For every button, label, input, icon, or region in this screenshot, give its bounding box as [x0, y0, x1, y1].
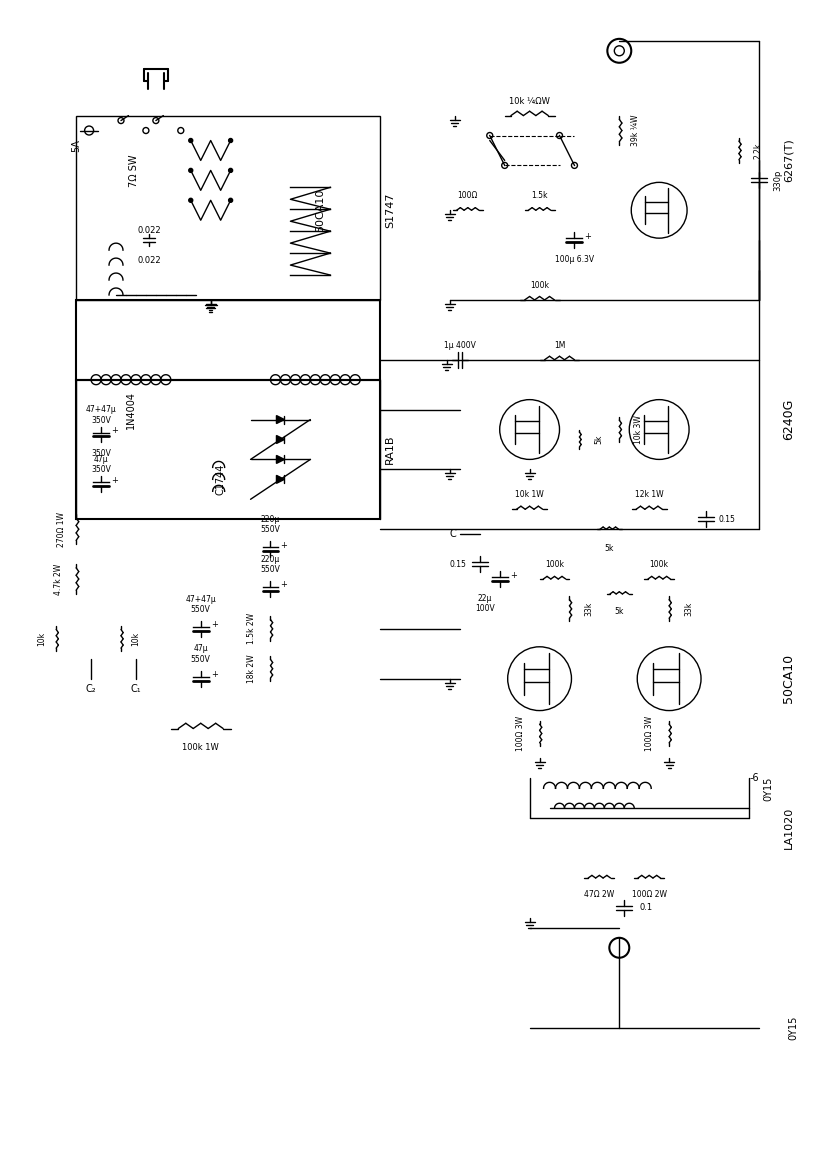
Text: +: +: [211, 621, 218, 629]
Text: 5k: 5k: [605, 544, 614, 553]
Text: +: +: [211, 670, 218, 679]
Text: 100k: 100k: [650, 560, 669, 569]
Text: +: +: [280, 581, 287, 589]
Bar: [76, 116, 380, 300]
Text: 100Ω 3W: 100Ω 3W: [645, 715, 654, 750]
Text: 6240G: 6240G: [782, 399, 796, 441]
Text: 18k 2W: 18k 2W: [246, 655, 256, 683]
Text: 1.5k 2W: 1.5k 2W: [246, 614, 256, 644]
Polygon shape: [276, 456, 284, 463]
Text: 2.2k: 2.2k: [754, 143, 762, 159]
Text: 1μ 400V: 1μ 400V: [444, 341, 476, 350]
Text: C1744: C1744: [216, 464, 226, 494]
Text: 270Ω 1W: 270Ω 1W: [57, 512, 65, 547]
Text: 100k: 100k: [530, 281, 549, 290]
Text: 47+47μ
350V: 47+47μ 350V: [86, 406, 117, 424]
Text: 100Ω: 100Ω: [457, 192, 478, 200]
Text: C₂: C₂: [86, 684, 97, 693]
Text: -6: -6: [749, 774, 758, 783]
Text: C: C: [450, 530, 457, 539]
Circle shape: [228, 138, 232, 143]
Text: 33k: 33k: [684, 602, 693, 616]
Polygon shape: [276, 476, 284, 483]
Text: 5k: 5k: [595, 435, 604, 444]
Text: 0.15: 0.15: [719, 514, 736, 524]
Circle shape: [189, 199, 193, 202]
Text: RA1B: RA1B: [385, 435, 395, 464]
Circle shape: [189, 168, 193, 172]
Text: 220μ
550V: 220μ 550V: [261, 554, 280, 574]
Text: 350V: 350V: [91, 449, 111, 458]
Text: 12k 1W: 12k 1W: [635, 490, 663, 499]
Text: 220μ
550V: 220μ 550V: [261, 514, 280, 534]
Text: 7Ω SW: 7Ω SW: [129, 154, 139, 187]
Text: 39k ¼W: 39k ¼W: [631, 115, 640, 146]
Text: C₁: C₁: [131, 684, 141, 693]
Text: 330p: 330p: [774, 170, 783, 191]
Text: +: +: [585, 231, 591, 241]
Bar: [76, 380, 380, 519]
Circle shape: [228, 168, 232, 172]
Text: 50CA10: 50CA10: [782, 655, 796, 704]
Text: 33k: 33k: [585, 602, 594, 616]
Text: 100k 1W: 100k 1W: [182, 743, 219, 753]
Text: 0.15: 0.15: [450, 560, 466, 568]
Text: 6267(T): 6267(T): [784, 139, 794, 182]
Text: 100Ω 2W: 100Ω 2W: [632, 890, 667, 899]
Text: 47μ
350V: 47μ 350V: [91, 455, 111, 475]
Text: 50CA10: 50CA10: [315, 188, 325, 231]
Text: 0.022: 0.022: [137, 256, 160, 264]
Text: 10k 3W: 10k 3W: [634, 415, 643, 444]
Text: 47μ
550V: 47μ 550V: [191, 644, 211, 664]
Text: 100μ 6.3V: 100μ 6.3V: [555, 255, 594, 264]
Text: 4.7k 2W: 4.7k 2W: [54, 563, 63, 595]
Text: 100k: 100k: [545, 560, 564, 569]
Text: 10k 1W: 10k 1W: [515, 490, 544, 499]
Text: 5k: 5k: [614, 607, 624, 616]
Text: 1N4004: 1N4004: [126, 390, 136, 429]
Text: 0.1: 0.1: [639, 904, 653, 913]
Polygon shape: [276, 415, 284, 423]
Text: +: +: [111, 426, 118, 435]
Bar: [76, 300, 380, 380]
Circle shape: [228, 199, 232, 202]
Text: 10k: 10k: [131, 631, 141, 646]
Text: LA1020: LA1020: [784, 807, 794, 850]
Text: 0.022: 0.022: [137, 226, 160, 235]
Text: 0Y15: 0Y15: [764, 776, 774, 801]
Polygon shape: [276, 436, 284, 443]
Circle shape: [189, 138, 193, 143]
Text: +: +: [111, 476, 118, 485]
Text: 22μ
100V: 22μ 100V: [475, 594, 495, 614]
Text: 1M: 1M: [554, 341, 565, 350]
Text: 10k: 10k: [36, 631, 45, 646]
Text: 10k ¼ΩW: 10k ¼ΩW: [509, 97, 550, 105]
Text: +: +: [280, 540, 287, 549]
Text: 0Y15: 0Y15: [789, 1016, 799, 1039]
Text: 47+47μ
550V: 47+47μ 550V: [185, 595, 216, 614]
Text: 100Ω 3W: 100Ω 3W: [515, 715, 524, 750]
Text: 5A: 5A: [71, 139, 81, 152]
Text: S1747: S1747: [385, 193, 395, 228]
Text: +: +: [509, 570, 517, 580]
Text: 1.5k: 1.5k: [531, 192, 547, 200]
Text: 47Ω 2W: 47Ω 2W: [584, 890, 614, 899]
